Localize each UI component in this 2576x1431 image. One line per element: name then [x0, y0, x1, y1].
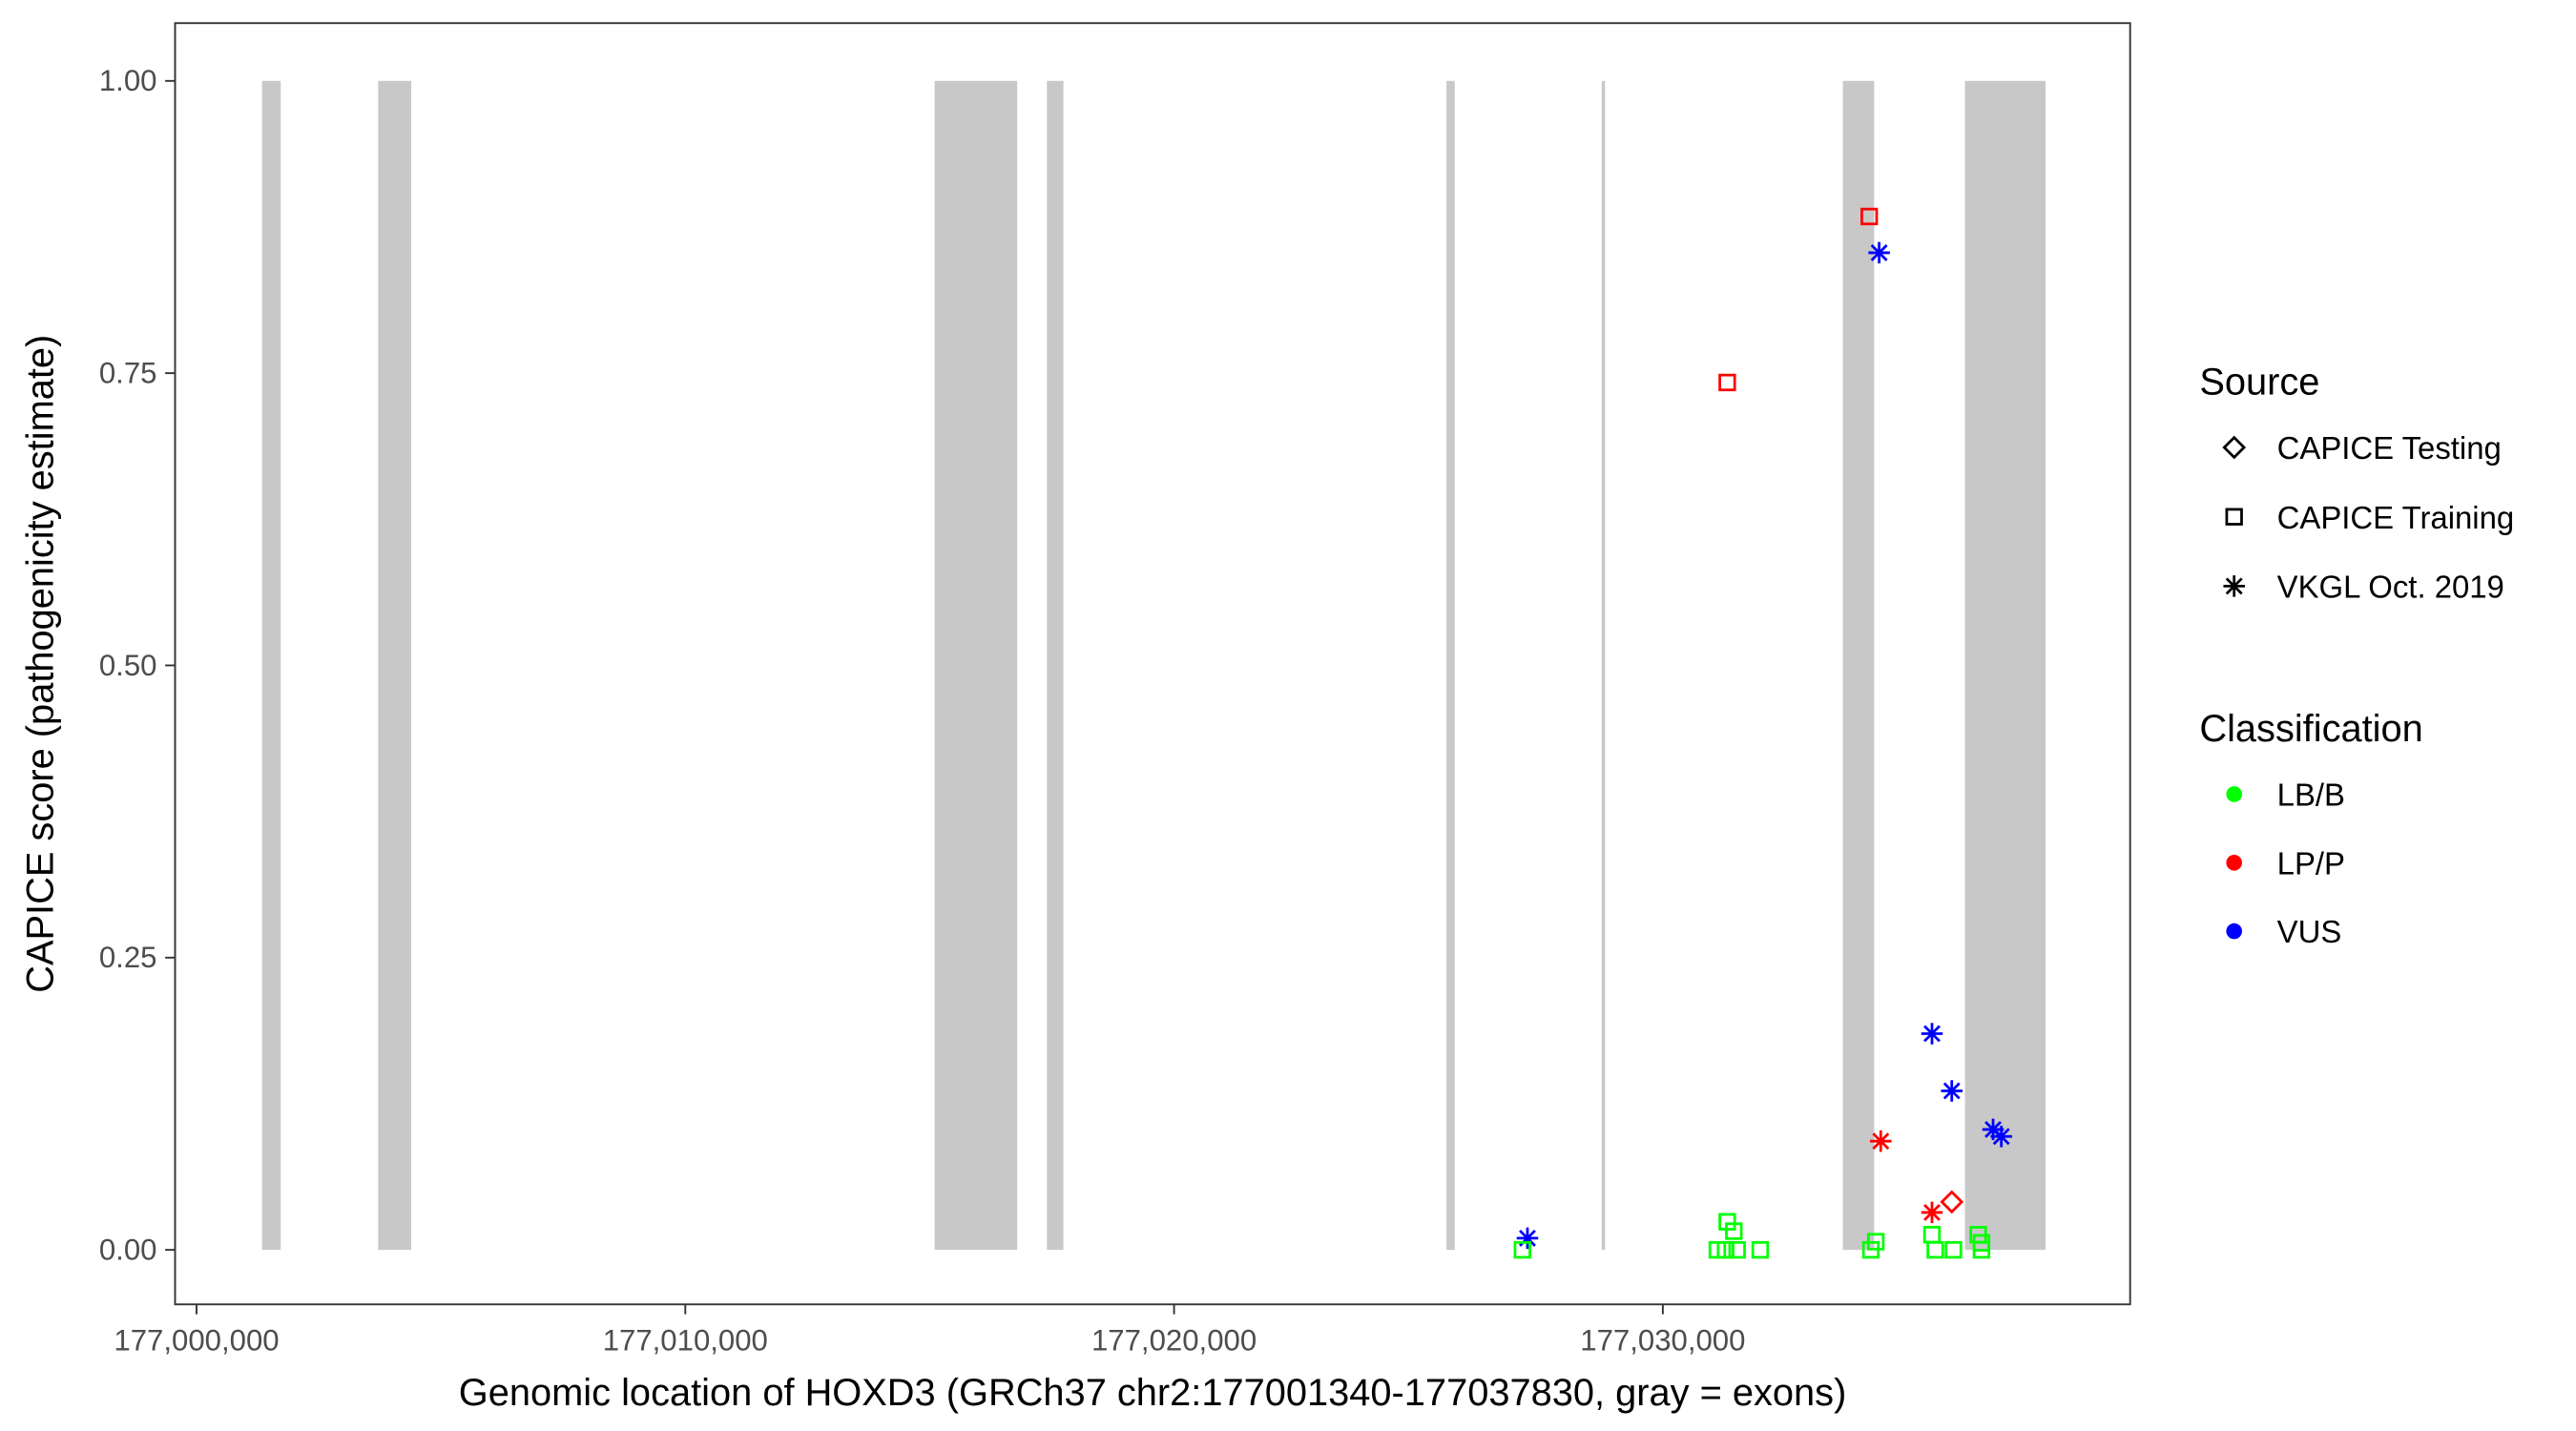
legend-class-label: LP/P	[2277, 845, 2345, 881]
y-tick-label: 0.50	[99, 649, 157, 682]
data-point	[1751, 1240, 1770, 1259]
exon-bar	[1047, 80, 1064, 1251]
data-point	[1921, 1201, 1943, 1224]
legend-square-icon	[2225, 508, 2243, 526]
legend-diamond-icon	[2222, 435, 2247, 460]
legend-source-title: Source	[2199, 362, 2319, 404]
x-tick-label: 177,000,000	[114, 1324, 279, 1358]
x-tick-label: 177,010,000	[603, 1324, 768, 1358]
data-point	[1728, 1240, 1746, 1259]
y-tick-label: 0.75	[99, 357, 157, 390]
data-point	[1725, 1222, 1743, 1240]
data-point	[1866, 1233, 1885, 1251]
legend-source-label: CAPICE Testing	[2277, 430, 2502, 466]
legend-color-dot-icon	[2226, 786, 2242, 802]
data-point	[1926, 1240, 1944, 1259]
x-axis: 177,000,000 177,010,000 177,020,000 177,030…	[114, 1304, 1745, 1358]
legend-source-label: VKGL Oct. 2019	[2277, 570, 2504, 605]
legend: Source Classification CAPICE Testing CAPI…	[2199, 362, 2514, 950]
exon-bar	[1446, 80, 1455, 1251]
x-axis-label: Genomic location of HOXD3 (GRCh37 chr2:1…	[459, 1372, 1847, 1414]
y-axis: 0.00 0.25 0.50 0.75 1.00	[99, 64, 176, 1267]
legend-source-label: CAPICE Training	[2277, 500, 2514, 535]
data-point	[1516, 1227, 1539, 1250]
x-tick-label: 177,020,000	[1091, 1324, 1257, 1358]
exon-bar	[261, 80, 281, 1251]
y-axis-label: CAPICE score (pathogenicity estimate)	[19, 335, 61, 993]
data-point	[1860, 207, 1879, 226]
exon-bar	[1964, 80, 2046, 1251]
points-layer	[1513, 207, 2012, 1259]
y-tick-label: 1.00	[99, 64, 157, 97]
y-tick-label: 0.00	[99, 1234, 157, 1267]
legend-class-label: VUS	[2277, 914, 2342, 949]
exon-layer	[261, 80, 2046, 1251]
data-point	[1982, 1118, 2005, 1141]
data-point	[1972, 1240, 1991, 1259]
data-point	[1870, 1130, 1892, 1152]
legend-color-dot-icon	[2226, 923, 2242, 940]
exon-bar	[1842, 80, 1875, 1251]
legend-asterisk-icon	[2223, 575, 2245, 597]
exon-bar	[378, 80, 412, 1251]
data-point	[1940, 1190, 1964, 1214]
legend-class-label: LB/B	[2277, 778, 2345, 813]
data-point	[1718, 373, 1736, 392]
data-point	[1921, 1023, 1943, 1045]
data-point	[1716, 1240, 1735, 1259]
data-point	[1922, 1226, 1942, 1244]
plot-panel-border	[174, 22, 2131, 1306]
data-point	[1990, 1126, 2012, 1148]
data-point	[1868, 241, 1890, 264]
data-point	[1513, 1240, 1531, 1259]
exon-bar	[934, 80, 1018, 1251]
legend-classification-title: Classification	[2199, 708, 2422, 750]
legend-color-dot-icon	[2226, 854, 2242, 871]
data-point	[1941, 1080, 1963, 1102]
y-tick-label: 0.25	[99, 941, 157, 974]
data-point	[1944, 1240, 1963, 1259]
x-tick-label: 177,030,000	[1580, 1324, 1745, 1358]
exon-bar	[1601, 80, 1606, 1251]
